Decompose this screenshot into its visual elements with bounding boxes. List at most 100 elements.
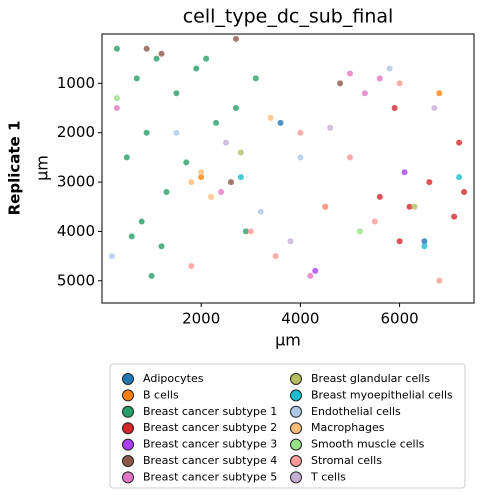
legend-marker	[290, 422, 302, 435]
cell-point	[287, 238, 294, 245]
cell-point	[347, 70, 353, 77]
cell-point	[143, 45, 150, 52]
legend-label: B cells	[143, 388, 179, 401]
cell-point	[356, 228, 363, 235]
cell-point	[312, 267, 319, 274]
cell-point	[337, 80, 344, 87]
cell-point	[188, 262, 195, 269]
legend-marker	[122, 422, 134, 435]
cell-point	[396, 238, 403, 245]
cell-point	[138, 218, 145, 225]
y-tick-label: 4000	[57, 222, 95, 240]
legend-marker	[290, 389, 302, 402]
cell-point	[113, 95, 120, 102]
legend-marker	[290, 438, 302, 451]
cell-point	[401, 169, 408, 176]
legend-label: Breast cancer subtype 1	[143, 405, 277, 418]
cell-point	[158, 243, 165, 250]
cell-point	[232, 35, 239, 42]
legend-label: Macrophages	[311, 421, 385, 434]
cell-point	[272, 253, 279, 260]
legend-label: Adipocytes	[143, 372, 204, 385]
cell-point	[376, 75, 383, 82]
cell-point	[183, 159, 190, 166]
cell-point	[252, 75, 259, 82]
cell-point	[386, 65, 393, 72]
cell-point	[242, 228, 249, 235]
legend-label: Smooth muscle cells	[311, 438, 425, 451]
legend-label: Endothelial cells	[311, 405, 401, 418]
legend-label: Breast cancer subtype 5	[143, 470, 277, 483]
legend-marker	[290, 373, 302, 385]
cell-point	[396, 80, 403, 87]
cell-point	[307, 272, 314, 279]
legend-box	[109, 363, 466, 489]
legend-label: Breast cancer subtype 2	[143, 421, 277, 434]
cell-point	[297, 129, 304, 136]
cell-point	[113, 105, 120, 112]
cell-point	[431, 105, 438, 112]
cell-point	[426, 179, 433, 186]
cell-point	[411, 203, 418, 210]
legend-label: Breast cancer subtype 3	[143, 438, 277, 451]
legend-marker	[122, 389, 134, 402]
cell-point	[173, 129, 180, 136]
cell-point	[347, 154, 353, 161]
cell-point	[461, 188, 468, 195]
legend-marker	[122, 471, 134, 484]
legend-label: Breast cancer subtype 4	[143, 454, 277, 467]
cell-point	[391, 105, 398, 112]
cell-point	[456, 139, 463, 146]
cell-point	[406, 203, 413, 210]
y-axis-label: µm	[33, 155, 52, 181]
cell-point	[113, 45, 120, 52]
cell-point	[421, 243, 428, 250]
y-tick-label: 5000	[57, 271, 95, 289]
cell-point	[133, 75, 140, 82]
cell-point	[173, 90, 180, 97]
legend-label: Stromal cells	[311, 454, 382, 467]
legend-marker	[290, 405, 302, 418]
cell-point	[232, 105, 239, 112]
chart-title: cell_type_dc_sub_final	[183, 6, 394, 28]
plot-frame	[101, 33, 475, 304]
cell-point	[143, 129, 150, 136]
cell-point	[371, 218, 378, 225]
cell-point	[158, 50, 165, 57]
cell-point	[213, 119, 220, 126]
legend-marker	[122, 455, 134, 467]
cell-point	[227, 179, 234, 186]
legend-marker	[290, 471, 302, 484]
cell-point	[223, 139, 229, 146]
cell-point	[267, 114, 274, 121]
x-tick-label: 6000	[381, 310, 419, 328]
cell-point	[203, 55, 210, 62]
cell-point	[108, 253, 115, 260]
cell-point	[327, 124, 334, 131]
cell-point	[247, 228, 254, 235]
x-tick-label: 2000	[182, 310, 220, 328]
legend-label: T cells	[310, 470, 346, 483]
cell-point	[237, 149, 244, 156]
cell-point	[218, 188, 225, 195]
cell-point	[322, 203, 329, 210]
legend-marker	[290, 455, 302, 467]
cell-point	[128, 233, 135, 240]
cell-point	[153, 55, 160, 62]
cell-point	[163, 188, 170, 195]
cell-point	[257, 208, 264, 215]
cell-point	[297, 154, 304, 161]
cell-point	[421, 238, 428, 245]
y-tick-label: 1000	[57, 74, 95, 92]
row-label: Replicate 1	[6, 121, 24, 216]
legend-marker	[122, 373, 134, 385]
legend-marker	[122, 405, 134, 418]
cell-point	[188, 179, 195, 186]
legend-marker	[122, 438, 134, 451]
cell-point	[148, 272, 155, 279]
legend-label: Breast myoepithelial cells	[311, 388, 453, 401]
cell-point	[198, 169, 205, 176]
y-tick-label: 2000	[57, 123, 95, 141]
cell-point	[123, 154, 130, 161]
